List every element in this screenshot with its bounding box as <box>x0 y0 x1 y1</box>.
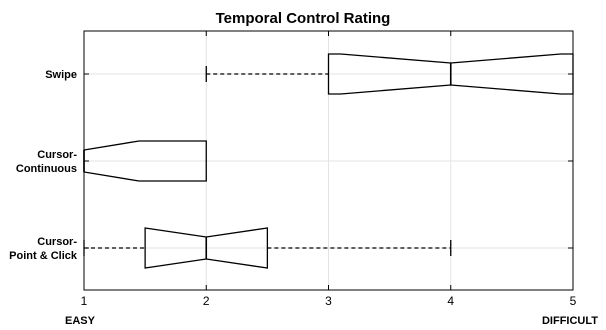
chart-title: Temporal Control Rating <box>216 10 391 27</box>
x-tick-label-2: 2 <box>203 294 210 308</box>
category-label-0-0: Swipe <box>45 69 77 81</box>
category-labels: Swipe Cursor- Continuous Cursor- Point & Cli… <box>9 69 78 262</box>
x-tick-labels: 1 2 3 4 5 <box>81 294 577 308</box>
box-body-0 <box>327 53 574 95</box>
box-2 <box>83 227 452 269</box>
axis-ticks <box>83 31 574 290</box>
x-tick-label-5: 5 <box>570 294 577 308</box>
category-label-2-1: Point & Click <box>9 250 78 262</box>
x-tick-label-4: 4 <box>447 294 454 308</box>
box-0 <box>205 53 574 95</box>
x-end-label-easy: EASY <box>65 315 96 327</box>
boxes <box>83 53 574 269</box>
category-label-1-1: Continuous <box>16 163 77 175</box>
category-label-2-0: Cursor- <box>37 236 77 248</box>
x-end-label-difficult: DIFFICULT <box>542 315 598 327</box>
x-tick-label-1: 1 <box>81 294 88 308</box>
category-label-1-0: Cursor- <box>37 149 77 161</box>
x-tick-label-3: 3 <box>325 294 332 308</box>
